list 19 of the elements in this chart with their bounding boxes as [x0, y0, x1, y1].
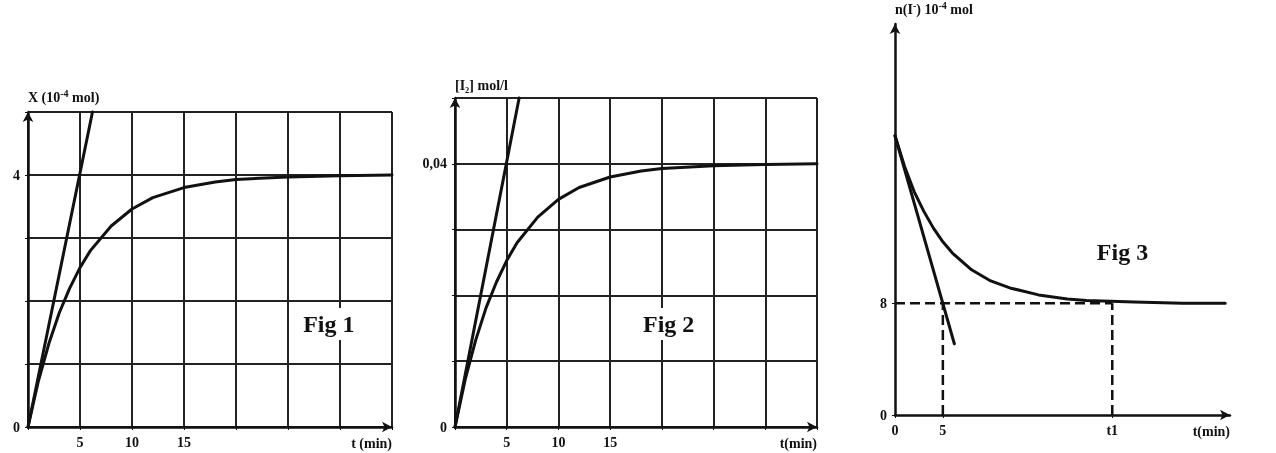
x-tick-label: 15	[603, 434, 618, 450]
x-tick-label: 0	[891, 422, 899, 438]
x-tick-label: 5	[76, 434, 84, 450]
annotation: Fig 3	[1096, 238, 1149, 265]
x-axis-title: t(min)	[779, 435, 818, 452]
annotation: Fig 2	[643, 311, 695, 338]
y-tick-label: 0,04	[422, 156, 447, 172]
annotation: Fig 1	[303, 311, 355, 338]
x-tick-label: 10	[125, 434, 139, 450]
x-axis-title: t (min)	[351, 435, 393, 452]
x-tick-label: 10	[551, 434, 566, 450]
x-tick-label: t1	[1106, 422, 1119, 438]
y-tick-label: 8	[880, 295, 887, 311]
x-tick-label: 5	[939, 422, 947, 438]
y-axis-title: [I₂] mol/l	[455, 77, 508, 93]
x-axis-title: t(min)	[1192, 423, 1231, 440]
x-tick-label: 15	[177, 434, 191, 450]
y-tick-label: 4	[13, 167, 20, 183]
x-tick-label: 5	[503, 434, 511, 450]
